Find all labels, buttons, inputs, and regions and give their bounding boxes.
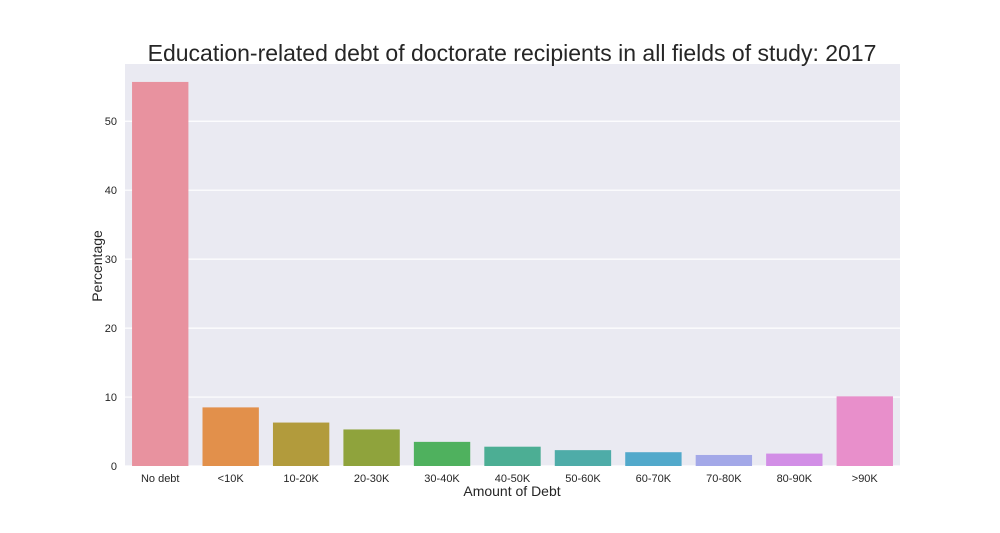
bar: [202, 407, 259, 466]
x-tick-label: 70-80K: [706, 473, 742, 485]
x-tick-label: 60-70K: [636, 473, 672, 485]
y-tick-label: 30: [105, 254, 117, 266]
x-tick-label: 10-20K: [283, 473, 319, 485]
y-tick-label: 20: [105, 323, 117, 335]
y-axis-label: Percentage: [89, 230, 105, 302]
plot-area: [125, 64, 900, 466]
x-tick-label: 20-30K: [354, 473, 390, 485]
bar: [484, 446, 541, 466]
bar: [554, 450, 612, 466]
y-tick-label: 50: [105, 116, 117, 128]
bar: [625, 452, 682, 466]
x-tick-labels: No debt <10K 10-20K 20-30K 30-40K 40-50K 50-60…: [141, 473, 878, 485]
y-tick-label: 10: [105, 392, 117, 404]
x-tick-label: 40-50K: [495, 473, 531, 485]
x-axis-label: Amount of Debt: [463, 483, 560, 499]
bar: [766, 453, 823, 466]
bar: [132, 81, 189, 467]
x-tick-label: <10K: [218, 473, 245, 485]
x-tick-label: 80-90K: [777, 473, 813, 485]
bar: [695, 454, 753, 466]
x-tick-label: 50-60K: [565, 473, 601, 485]
bar: [272, 422, 330, 466]
bar: [836, 396, 893, 466]
x-tick-label: >90K: [852, 473, 879, 485]
x-tick-label: No debt: [141, 473, 180, 485]
y-tick-label: 0: [111, 461, 117, 473]
bar: [343, 429, 400, 466]
chart-title: Education-related debt of doctorate reci…: [148, 40, 877, 66]
y-tick-label: 40: [105, 185, 117, 197]
x-tick-label: 30-40K: [424, 473, 460, 485]
bar: [413, 441, 471, 466]
y-tick-labels: 0 10 20 30 40 50: [105, 116, 117, 473]
bars: [132, 81, 893, 467]
